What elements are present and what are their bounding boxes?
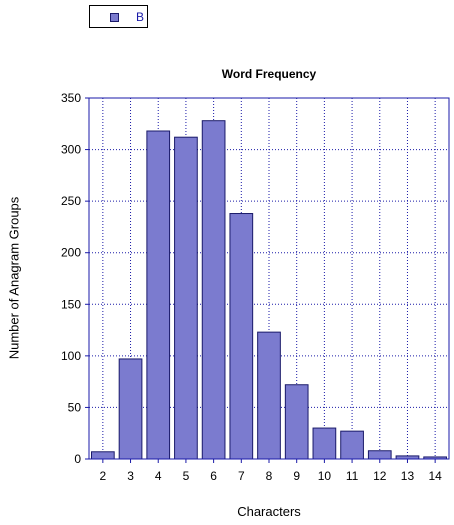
x-tick-label: 3 bbox=[127, 469, 134, 483]
x-axis-label: Characters bbox=[237, 504, 301, 519]
bar bbox=[90, 451, 115, 460]
bar bbox=[201, 120, 226, 460]
y-tick-label: 0 bbox=[74, 452, 81, 466]
y-tick-label: 100 bbox=[61, 349, 81, 363]
x-tick-label: 14 bbox=[428, 469, 442, 483]
y-tick-label: 150 bbox=[61, 297, 81, 311]
legend-swatch bbox=[110, 13, 119, 22]
x-tick-label: 13 bbox=[401, 469, 415, 483]
y-tick-label: 50 bbox=[68, 400, 82, 414]
x-tick-label: 10 bbox=[318, 469, 332, 483]
bar bbox=[257, 331, 281, 460]
x-tick-label: 2 bbox=[100, 469, 107, 483]
plot-border bbox=[88, 97, 450, 460]
bar bbox=[284, 384, 309, 460]
x-tick-label: 12 bbox=[373, 469, 387, 483]
y-tick-label: 300 bbox=[61, 143, 81, 157]
x-tick-label: 5 bbox=[183, 469, 190, 483]
legend-label: B bbox=[136, 10, 145, 24]
x-tick-label: 6 bbox=[210, 469, 217, 483]
bar bbox=[174, 136, 198, 460]
chart-title: Word Frequency bbox=[221, 67, 317, 81]
x-tick-label: 7 bbox=[238, 469, 245, 483]
y-tick-label: 350 bbox=[61, 91, 81, 105]
x-tick-label: 8 bbox=[266, 469, 273, 483]
bar bbox=[312, 427, 337, 460]
y-tick-label: 250 bbox=[61, 194, 81, 208]
bar bbox=[367, 450, 392, 460]
y-tick-label: 200 bbox=[61, 246, 81, 260]
bar bbox=[229, 213, 254, 460]
bar bbox=[146, 130, 171, 460]
x-tick-label: 9 bbox=[293, 469, 300, 483]
x-tick-label: 11 bbox=[346, 469, 359, 483]
x-tick-label: 4 bbox=[155, 469, 162, 483]
bar bbox=[118, 358, 143, 460]
bar bbox=[340, 430, 364, 460]
legend: B bbox=[89, 5, 148, 28]
